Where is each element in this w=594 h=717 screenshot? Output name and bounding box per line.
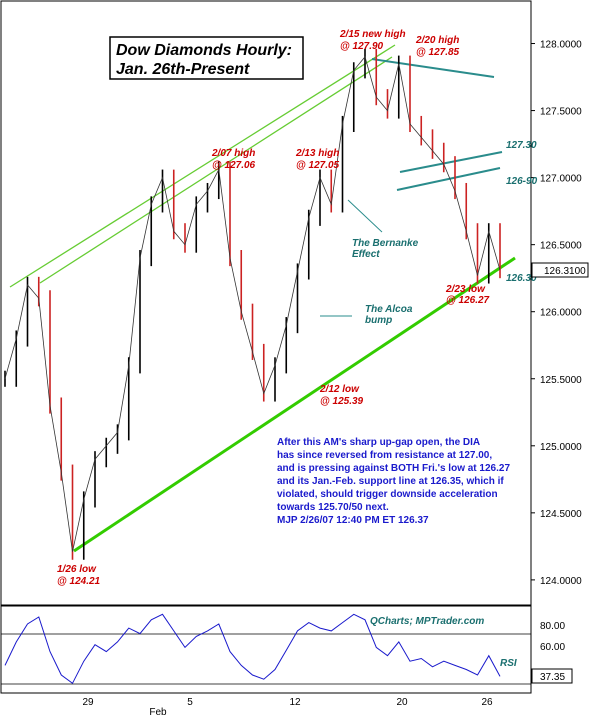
annotation-feb20-high-value: @ 127.85 (416, 47, 460, 58)
rsi-line (4, 613, 501, 685)
level-label-126-90: 126-90 (506, 176, 538, 187)
price-panel (0, 0, 532, 606)
level-label-127-30: 127.30 (506, 140, 537, 151)
commentary-line: has since reversed from resistance at 12… (277, 450, 492, 461)
rsi-panel (0, 605, 532, 694)
annotation-feb12-low-value: @ 125.39 (320, 396, 364, 407)
annotation-feb13-high-value: @ 127.05 (296, 160, 340, 171)
x-tick-label: 26 (481, 697, 493, 708)
upper-channel-line-2 (39, 56, 393, 284)
rsi-series (4, 613, 501, 685)
x-tick-label: 12 (289, 697, 301, 708)
price-line (4, 56, 501, 552)
y-tick-label: 126.0000 (540, 308, 582, 319)
rsi-last-value-box (531, 668, 573, 684)
annotation-feb23-low: 2/23 low (445, 284, 486, 295)
commentary-line: and is pressing against BOTH Fri.'s low … (277, 463, 510, 474)
x-tick-label: 20 (396, 697, 408, 708)
rsi-tick-label: 60.00 (540, 642, 565, 653)
annotation-feb12-low: 2/12 low (319, 384, 360, 395)
price-series (4, 48, 501, 560)
last-price-label: 126.3100 (544, 266, 586, 277)
annotation-feb07-high: 2/07 high (211, 148, 255, 159)
commentary-line: violated, should trigger downside accele… (277, 489, 498, 500)
support-line (73, 256, 516, 553)
bernanke-pointer (347, 199, 383, 233)
y-axis: 128.0000 127.5000 127.0000 126.5000 126.0000… (531, 40, 582, 587)
y-tick-label: 124.0000 (540, 576, 582, 587)
y-tick-label: 125.5000 (540, 375, 582, 386)
commentary-line: and its Jan.-Feb. support line at 126.35… (277, 476, 504, 487)
x-tick-label: 29 (82, 697, 94, 708)
commentary: After this AM's sharp up-gap open, the D… (277, 437, 510, 526)
last-price-box (531, 262, 589, 278)
y-tick-label: 127.5000 (540, 107, 582, 118)
rsi-source-label: QCharts; MPTrader.com (370, 616, 484, 627)
chart-subtitle: Jan. 26th-Present (116, 61, 250, 78)
y-tick-label: 125.0000 (540, 442, 582, 453)
upper-channel-line (9, 44, 396, 288)
title-box (109, 36, 304, 80)
commentary-line: After this AM's sharp up-gap open, the D… (277, 437, 480, 448)
annotation-feb15-high: 2/15 new high (339, 29, 406, 40)
annotation-feb23-low-value: @ 126.27 (446, 295, 490, 306)
y-tick-label: 126.5000 (540, 241, 582, 252)
rsi-tick-label: 80.00 (540, 621, 565, 632)
annotation-jan26-low: 1/26 low (57, 564, 97, 575)
annotation-bernanke-2: Effect (352, 249, 380, 260)
commentary-line: towards 125.70/50 next. (277, 502, 389, 513)
annotation-feb20-high: 2/20 high (415, 35, 459, 46)
annotation-alcoa: The Alcoa (365, 304, 413, 315)
resistance-line (371, 58, 495, 78)
annotation-bernanke: The Bernanke (352, 238, 419, 249)
flag-line-lower (396, 167, 501, 191)
flag-line-upper (399, 151, 503, 173)
x-tick-label: 5 (187, 697, 193, 708)
commentary-line: MJP 2/26/07 12:40 PM ET 126.37 (277, 515, 429, 526)
rsi-title: RSI (500, 658, 517, 669)
y-tick-label: 128.0000 (540, 40, 582, 51)
annotation-alcoa-2: bump (365, 315, 392, 326)
annotation-feb15-high-value: @ 127.90 (340, 41, 384, 52)
y-tick-label: 127.0000 (540, 174, 582, 185)
chart-title: Dow Diamonds Hourly: (116, 42, 292, 59)
level-label-126-30: 126.30 (506, 273, 537, 284)
rsi-last-value: 37.35 (540, 672, 565, 683)
y-tick-label: 124.5000 (540, 509, 582, 520)
x-tick-label-feb: Feb (149, 707, 167, 717)
x-axis: 29 5 12 20 26 Feb (82, 697, 493, 717)
annotation-feb07-high-value: @ 127.06 (212, 160, 256, 171)
annotation-feb13-high: 2/13 high (295, 148, 339, 159)
annotation-jan26-low-value: @ 124.21 (57, 576, 101, 587)
